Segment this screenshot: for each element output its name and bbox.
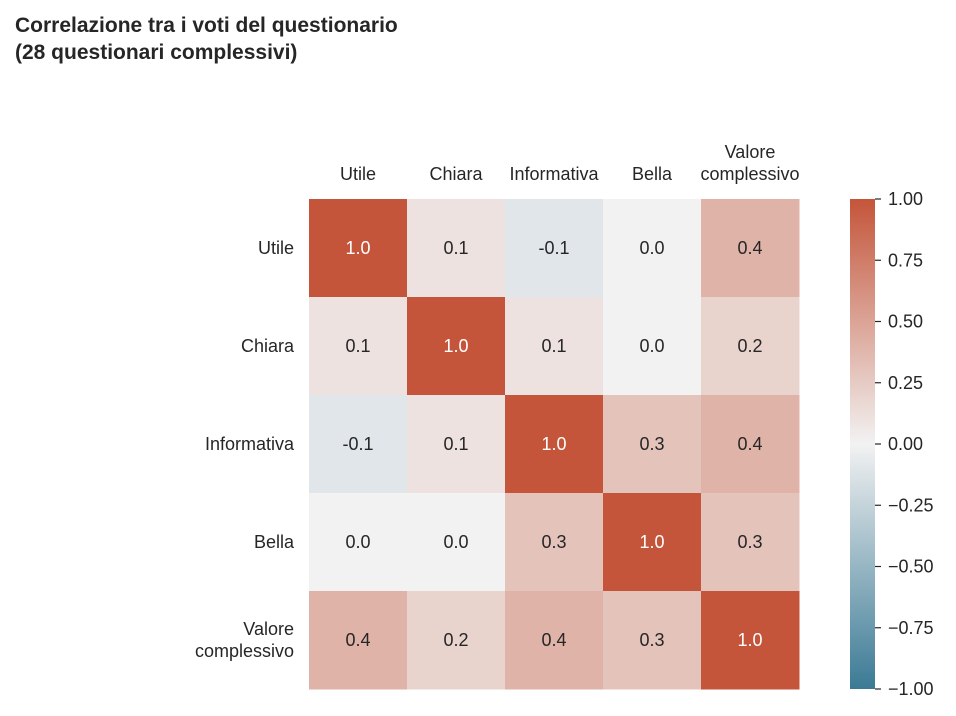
cell-value-label: 0.4	[345, 630, 370, 650]
heatmap-cells: 1.0 0.1 -0.1 0.0 0.4 0.1 1.0 0.1 0.0 0.2 -0.1 0.1 1.…	[309, 199, 800, 690]
heatmap-cell	[701, 297, 800, 396]
cell-value-label: 1.0	[639, 532, 664, 552]
row-label: complessivo	[195, 641, 294, 661]
column-labels: Utile Chiara Informativa Bella Valorecomples…	[340, 142, 800, 184]
heatmap-cell	[505, 297, 604, 396]
row-label: Bella	[254, 532, 295, 552]
chart-title-line-1: Correlazione tra i voti del questionario	[15, 14, 398, 37]
row-labels: Utile Chiara Informativa Bella Valorecomples…	[195, 238, 295, 661]
cell-value-label: 0.1	[443, 434, 468, 454]
heatmap-cell	[603, 591, 702, 690]
column-label: Bella	[632, 164, 673, 184]
cell-value-label: 1.0	[737, 630, 762, 650]
cell-value-label: 0.4	[737, 238, 762, 258]
colorbar: 1.00 0.75 0.50 0.25 0.00 −0.25 −0.50 −0.75 −1.00	[850, 189, 934, 699]
heatmap-cell	[407, 395, 506, 494]
cell-value-label: 0.3	[639, 434, 664, 454]
row-label: Valore	[243, 619, 294, 639]
heatmap-cell	[309, 493, 408, 592]
cell-value-label: -0.1	[538, 238, 569, 258]
heatmap-cell	[701, 493, 800, 592]
cell-value-label: 1.0	[541, 434, 566, 454]
cell-value-label: 0.3	[639, 630, 664, 650]
heatmap-cell	[407, 591, 506, 690]
heatmap-cell	[505, 591, 604, 690]
cell-value-label: 0.3	[737, 532, 762, 552]
heatmap-cell	[701, 199, 800, 298]
heatmap-cell	[603, 395, 702, 494]
column-label: complessivo	[700, 164, 799, 184]
column-label: Valore	[725, 142, 776, 162]
colorbar-tick-label: 0.00	[888, 434, 923, 454]
cell-value-label: -0.1	[342, 434, 373, 454]
colorbar-tick-label: 0.25	[888, 373, 923, 393]
cell-value-label: 1.0	[443, 336, 468, 356]
colorbar-tick-label: 0.50	[888, 312, 923, 332]
heatmap-cell	[309, 199, 408, 298]
cell-value-label: 0.0	[639, 238, 664, 258]
colorbar-tick-label: −0.25	[888, 495, 934, 515]
heatmap-cell	[407, 493, 506, 592]
colorbar-tick-label: 1.00	[888, 189, 923, 209]
colorbar-tick-label: −0.50	[888, 557, 934, 577]
cell-value-label: 0.3	[541, 532, 566, 552]
row-label: Informativa	[205, 434, 295, 454]
heatmap-cell	[701, 591, 800, 690]
heatmap-cell	[603, 199, 702, 298]
colorbar-tick-label: −0.75	[888, 618, 934, 638]
colorbar-tick-label: 0.75	[888, 250, 923, 270]
heatmap-cell	[505, 493, 604, 592]
row-label: Chiara	[241, 336, 295, 356]
heatmap-cell	[505, 395, 604, 494]
column-label: Utile	[340, 164, 376, 184]
heatmap-cell	[309, 591, 408, 690]
heatmap-cell	[309, 297, 408, 396]
cell-value-label: 1.0	[345, 238, 370, 258]
row-label: Utile	[258, 238, 294, 258]
cell-value-label: 0.2	[737, 336, 762, 356]
cell-value-label: 0.4	[737, 434, 762, 454]
heatmap-cell	[603, 297, 702, 396]
column-label: Informativa	[509, 164, 599, 184]
cell-value-label: 0.1	[443, 238, 468, 258]
heatmap-cell	[407, 199, 506, 298]
cell-value-label: 0.0	[639, 336, 664, 356]
colorbar-tick-label: −1.00	[888, 679, 934, 699]
cell-value-label: 0.1	[345, 336, 370, 356]
cell-value-label: 0.1	[541, 336, 566, 356]
column-label: Chiara	[429, 164, 483, 184]
heatmap-cell	[309, 395, 408, 494]
cell-value-label: 0.0	[443, 532, 468, 552]
chart-title: Correlazione tra i voti del questionario…	[15, 12, 398, 66]
chart-title-line-2: (28 questionari complessivi)	[15, 41, 298, 64]
heatmap-cell	[701, 395, 800, 494]
cell-value-label: 0.2	[443, 630, 468, 650]
colorbar-gradient	[850, 199, 875, 689]
heatmap-cell	[407, 297, 506, 396]
heatmap-cell	[603, 493, 702, 592]
cell-value-label: 0.0	[345, 532, 370, 552]
cell-value-label: 0.4	[541, 630, 566, 650]
heatmap-cell	[505, 199, 604, 298]
